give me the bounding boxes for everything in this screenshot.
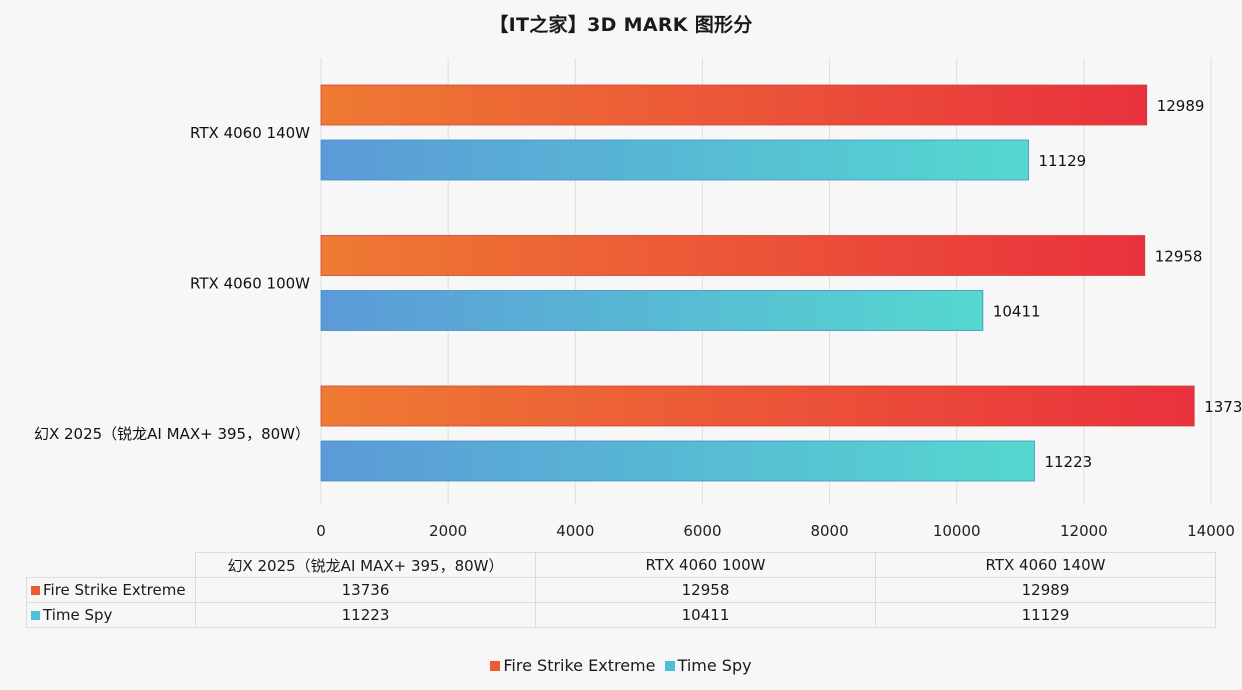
chart-legend: Fire Strike Extreme Time Spy bbox=[0, 656, 1242, 675]
legend-label: Fire Strike Extreme bbox=[503, 656, 656, 675]
legend-label: Time Spy bbox=[677, 656, 752, 675]
legend-item: Time Spy bbox=[664, 656, 752, 675]
table-cell: 10411 bbox=[535, 602, 876, 628]
data-table: 幻X 2025（锐龙AI MAX+ 395，80W） RTX 4060 100W… bbox=[26, 552, 1216, 628]
table-col-header: 幻X 2025（锐龙AI MAX+ 395，80W） bbox=[195, 552, 536, 578]
table-row-label: Time Spy bbox=[43, 606, 113, 624]
bar bbox=[320, 290, 984, 331]
x-tick-label: 14000 bbox=[1187, 522, 1235, 540]
x-tick-label: 12000 bbox=[1060, 522, 1108, 540]
table-cell: 12958 bbox=[535, 577, 876, 603]
time-spy-legend-icon bbox=[664, 661, 675, 671]
data-label: 12958 bbox=[1155, 248, 1203, 266]
time-spy-swatch-icon bbox=[31, 611, 40, 620]
grid-lines bbox=[320, 58, 1212, 505]
x-tick-label: 6000 bbox=[683, 522, 721, 540]
x-tick-label: 8000 bbox=[810, 522, 848, 540]
data-label: 11223 bbox=[1044, 453, 1092, 471]
fire-strike-swatch-icon bbox=[31, 586, 40, 595]
x-tick-label: 0 bbox=[316, 522, 326, 540]
x-tick-label: 2000 bbox=[429, 522, 467, 540]
table-row-header: Fire Strike Extreme bbox=[26, 577, 196, 603]
data-label: 12989 bbox=[1157, 97, 1205, 115]
bar bbox=[320, 84, 1148, 126]
labels: 0 2000 4000 6000 8000 10000 12000 14000 幻X 2025（… bbox=[34, 97, 1242, 540]
data-label: 10411 bbox=[993, 303, 1041, 321]
data-label: 13736 bbox=[1204, 398, 1242, 416]
chart-title: 【IT之家】3D MARK 图形分 bbox=[489, 14, 753, 36]
table-cell: 11223 bbox=[195, 602, 536, 628]
data-label: 11129 bbox=[1038, 152, 1086, 170]
table-cell: 13736 bbox=[195, 577, 536, 603]
bar-chart: 0 2000 4000 6000 8000 10000 12000 14000 幻X 2025（… bbox=[34, 58, 1242, 540]
x-tick-label: 4000 bbox=[556, 522, 594, 540]
table-row-header: Time Spy bbox=[26, 602, 196, 628]
table-row-label: Fire Strike Extreme bbox=[43, 581, 186, 599]
table-row: Fire Strike Extreme 13736 12958 12989 bbox=[26, 577, 1216, 603]
bar bbox=[320, 385, 1195, 427]
x-tick-label: 10000 bbox=[933, 522, 981, 540]
table-cell: 11129 bbox=[875, 602, 1216, 628]
table-cell: 12989 bbox=[875, 577, 1216, 603]
table-col-header: RTX 4060 100W bbox=[535, 552, 876, 578]
bar bbox=[320, 235, 1146, 276]
table-row: Time Spy 11223 10411 11129 bbox=[26, 602, 1216, 628]
bar bbox=[320, 139, 1029, 181]
fire-strike-legend-icon bbox=[490, 661, 501, 671]
legend-item: Fire Strike Extreme bbox=[490, 656, 655, 675]
bars bbox=[320, 84, 1195, 482]
y-category-label: RTX 4060 100W bbox=[190, 275, 310, 293]
y-category-label: 幻X 2025（锐龙AI MAX+ 395，80W） bbox=[34, 425, 310, 443]
table-header-row: 幻X 2025（锐龙AI MAX+ 395，80W） RTX 4060 100W… bbox=[26, 552, 1216, 578]
bar bbox=[320, 440, 1035, 482]
table-corner bbox=[26, 552, 196, 578]
y-category-label: RTX 4060 140W bbox=[190, 124, 310, 142]
table-col-header: RTX 4060 140W bbox=[875, 552, 1216, 578]
